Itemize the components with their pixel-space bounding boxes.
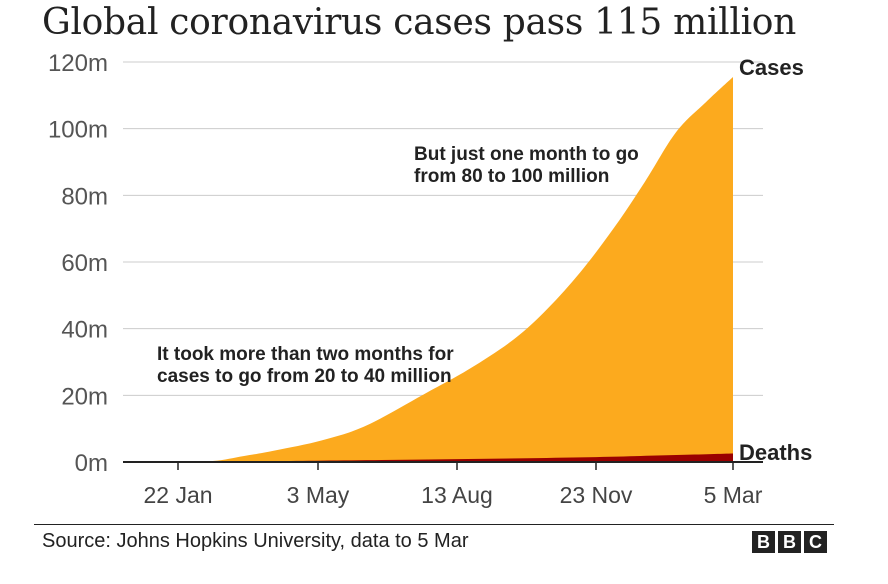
x-tick-label-3: 23 Nov xyxy=(560,482,633,508)
series-label-deaths: Deaths xyxy=(739,440,812,465)
bbc-logo-letter-1: B xyxy=(752,531,775,553)
footer-divider xyxy=(34,524,834,525)
annotation-1-line-1: But just one month to go xyxy=(414,144,639,165)
x-tick-label-4: 5 Mar xyxy=(704,482,763,508)
x-tick-label-2: 13 Aug xyxy=(421,482,493,508)
bbc-logo: B B C xyxy=(752,531,827,553)
y-tick-label-5: 100m xyxy=(48,117,108,144)
bbc-logo-letter-2: B xyxy=(778,531,801,553)
source-note: Source: Johns Hopkins University, data t… xyxy=(42,530,469,552)
x-tick-label-0: 22 Jan xyxy=(143,482,212,508)
annotation-1-line-2: from 80 to 100 million xyxy=(414,166,609,187)
series-area-cases xyxy=(123,77,733,462)
series-label-cases: Cases xyxy=(739,55,804,80)
y-tick-label-2: 40m xyxy=(61,317,108,344)
annotation-2-line-1: It took more than two months for xyxy=(157,344,454,365)
chart-title: Global coronavirus cases pass 115 millio… xyxy=(42,2,797,43)
y-tick-label-3: 60m xyxy=(61,250,108,277)
y-tick-label-0: 0m xyxy=(75,450,108,477)
x-tick-label-1: 3 May xyxy=(287,482,350,508)
annotation-2-line-2: cases to go from 20 to 40 million xyxy=(157,366,452,387)
bbc-logo-letter-3: C xyxy=(804,531,827,553)
y-tick-label-6: 120m xyxy=(48,50,108,77)
y-tick-label-4: 80m xyxy=(61,183,108,210)
series-area-deaths xyxy=(123,453,733,462)
y-tick-label-1: 20m xyxy=(61,383,108,410)
